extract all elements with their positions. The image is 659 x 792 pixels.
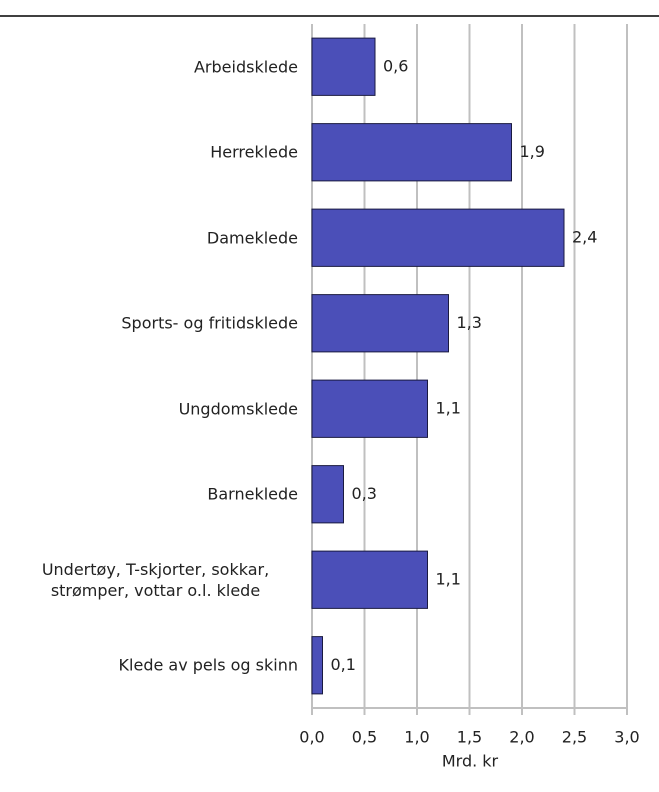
y-tick-label: Barneklede: [207, 484, 298, 504]
data-label: 1,3: [457, 313, 482, 332]
bar: [311, 465, 344, 524]
x-tick-label: 0,5: [352, 728, 377, 747]
bar: [311, 294, 449, 353]
bar: [311, 208, 565, 267]
x-tick-label: 2,0: [509, 728, 534, 747]
y-tick-label: Klede av pels og skinn: [118, 655, 298, 675]
data-label: 0,6: [383, 56, 408, 75]
x-axis-label: Mrd. kr: [442, 752, 499, 771]
y-tick-label: Ungdomsklede: [178, 399, 298, 419]
y-tick-label: Herreklede: [210, 142, 298, 162]
data-label: 1,1: [436, 569, 461, 588]
bar: [311, 550, 428, 609]
y-tick-label: Dameklede: [206, 228, 298, 248]
data-label: 2,4: [572, 227, 597, 246]
data-label: 0,1: [331, 655, 356, 674]
y-tick-label: Sports- og fritidsklede: [121, 313, 298, 333]
x-tick-label: 0,0: [299, 728, 324, 747]
y-tick-label: Arbeidsklede: [193, 57, 298, 77]
x-tick-label: 3,0: [614, 728, 639, 747]
bar: [311, 379, 428, 438]
bar: [311, 123, 512, 182]
bar: [311, 37, 376, 96]
data-label: 0,3: [352, 484, 377, 503]
y-tick-label: Undertøy, T-skjorter, sokkar, strømper, …: [41, 559, 270, 600]
x-tick-label: 1,5: [457, 728, 482, 747]
data-label: 1,1: [436, 398, 461, 417]
bar: [311, 636, 323, 695]
data-label: 1,9: [520, 142, 545, 161]
x-tick-label: 1,0: [404, 728, 429, 747]
x-tick-label: 2,5: [562, 728, 587, 747]
